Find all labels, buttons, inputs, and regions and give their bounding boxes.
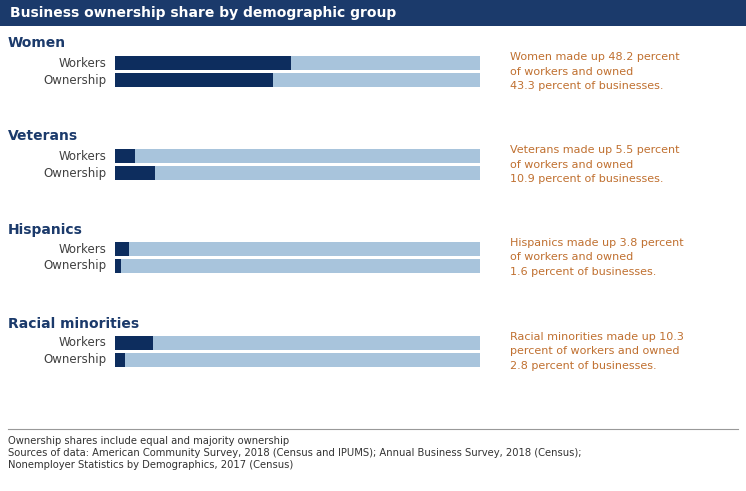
Bar (115, 336, 480, 350)
Bar (115, 353, 125, 367)
Bar (115, 56, 291, 70)
Text: Racial minorities made up 10.3
percent of workers and owned
2.8 percent of busin: Racial minorities made up 10.3 percent o… (510, 332, 684, 371)
Text: Women: Women (8, 36, 66, 50)
Bar (115, 149, 135, 163)
Text: Hispanics: Hispanics (8, 223, 83, 237)
Text: Veterans made up 5.5 percent
of workers and owned
10.9 percent of businesses.: Veterans made up 5.5 percent of workers … (510, 145, 680, 184)
Bar (115, 336, 153, 350)
Text: Ownership: Ownership (43, 260, 106, 273)
Bar (115, 242, 480, 256)
Text: Ownership shares include equal and majority ownership: Ownership shares include equal and major… (8, 436, 289, 446)
Bar (115, 149, 480, 163)
Text: Sources of data: American Community Survey, 2018 (Census and IPUMS); Annual Busi: Sources of data: American Community Surv… (8, 448, 581, 458)
Text: Workers: Workers (58, 149, 106, 163)
Text: Workers: Workers (58, 336, 106, 350)
Bar (115, 259, 480, 273)
Bar (0, 0, 746, 26)
Bar (115, 166, 154, 180)
Text: Ownership: Ownership (43, 74, 106, 86)
Text: Business ownership share by demographic group: Business ownership share by demographic … (10, 6, 396, 20)
Text: Veterans: Veterans (8, 129, 78, 143)
Text: Nonemployer Statistics by Demographics, 2017 (Census): Nonemployer Statistics by Demographics, … (8, 460, 293, 470)
Bar (115, 73, 273, 87)
Bar (115, 259, 121, 273)
Text: Workers: Workers (58, 56, 106, 70)
Text: Hispanics made up 3.8 percent
of workers and owned
1.6 percent of businesses.: Hispanics made up 3.8 percent of workers… (510, 238, 683, 277)
Bar (115, 73, 480, 87)
Text: Racial minorities: Racial minorities (8, 317, 139, 331)
Text: Women made up 48.2 percent
of workers and owned
43.3 percent of businesses.: Women made up 48.2 percent of workers an… (510, 52, 680, 91)
Bar (115, 353, 480, 367)
Text: Workers: Workers (58, 243, 106, 255)
Bar (115, 56, 480, 70)
Text: Ownership: Ownership (43, 166, 106, 180)
Bar (115, 242, 129, 256)
Text: Ownership: Ownership (43, 354, 106, 366)
Bar (115, 166, 480, 180)
